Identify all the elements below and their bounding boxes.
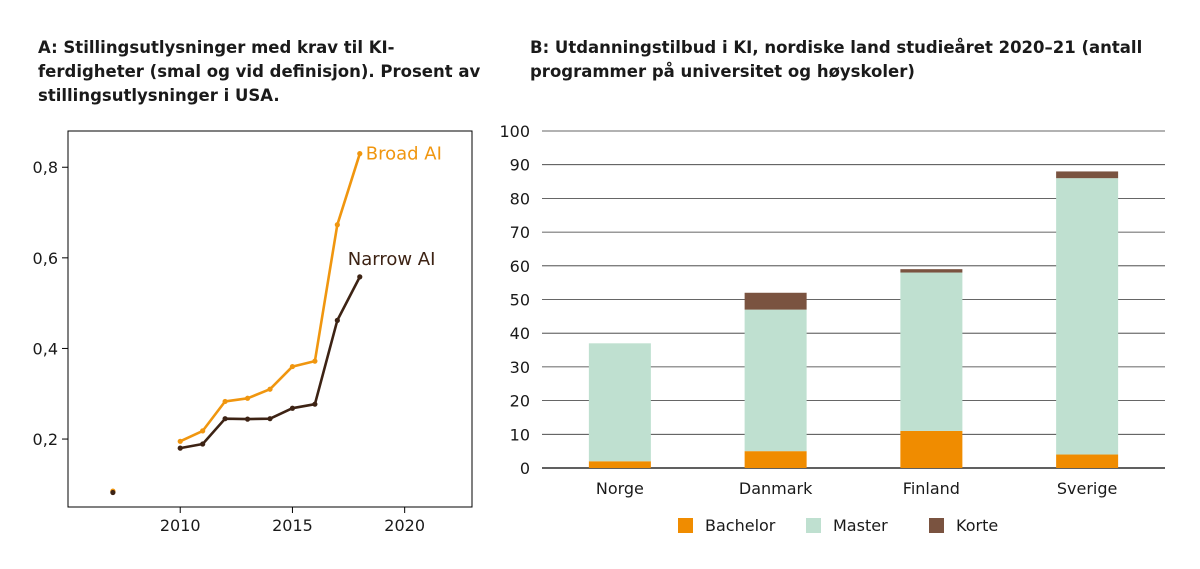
legend-item-master: Master [806,516,888,535]
x-category-label: Danmark [739,479,813,498]
narrow-ai-point [312,401,318,407]
bar-korte-finland [900,269,963,273]
narrow-ai-point [244,416,251,422]
narrow-ai-point [357,274,363,280]
bar-bachelor-norge [588,461,651,468]
y-tick-label: 30 [510,358,530,377]
broad-ai-label: Broad AI [366,144,442,165]
bar-master-finland [900,272,963,431]
bar-bachelor-finland [900,430,963,468]
x-tick-label: 2015 [272,516,313,535]
bar-bachelor-sverige [1056,454,1119,468]
broad-ai-point [200,428,206,434]
y-tick-label: 90 [510,156,530,175]
broad-ai-point [334,222,340,228]
legend-label: Korte [956,516,999,535]
legend-label: Bachelor [705,516,776,535]
legend-swatch [678,518,693,533]
x-category-label: Sverige [1057,479,1118,498]
y-tick-label: 0,4 [33,339,58,358]
bar-master-danmark [744,309,807,452]
y-tick-label: 70 [510,223,530,242]
broad-ai-point [222,398,228,405]
y-tick-label: 50 [510,291,530,310]
y-tick-label: 0,6 [33,249,58,268]
narrow-ai-point [222,416,228,422]
y-tick-label: 40 [510,324,530,343]
chart-b-legend: Bachelor Master Korte [0,516,1200,540]
y-tick-label: 10 [510,425,530,444]
panel-a-title: A: Stillingsutlysninger med krav til KI-… [38,38,481,105]
bar-bachelor-danmark [744,451,807,468]
x-category-label: Norge [596,479,644,498]
chart-a-frame [67,130,473,508]
legend-item-korte: Korte [929,516,998,535]
y-tick-label: 100 [499,122,530,141]
broad-ai-point [177,438,183,444]
y-tick-label: 60 [510,257,530,276]
panel-b-title: B: Utdanningstilbud i KI, nordiske land … [530,38,1143,81]
y-tick-label: 0,2 [33,430,58,449]
bar-korte-sverige [1056,171,1119,179]
x-tick-label: 2010 [160,516,201,535]
broad-ai-point [267,386,273,392]
y-tick-label: 20 [510,392,530,411]
broad-ai-point [244,395,251,401]
broad-ai-point [357,151,363,157]
narrow-ai-label: Narrow AI [348,249,436,270]
bar-master-norge [588,343,651,462]
legend-swatch [929,518,944,533]
legend-label: Master [833,516,888,535]
broad-ai-point [289,363,296,370]
narrow-ai-point [289,405,296,411]
narrow-ai-point [110,489,116,496]
legend-item-bachelor: Bachelor [678,516,775,535]
legend-swatch [806,518,821,533]
y-tick-label: 80 [510,189,530,208]
narrow-ai-point [267,416,273,422]
bar-korte-danmark [744,292,807,310]
narrow-ai-point [200,441,206,447]
y-tick-label: 0 [520,459,530,478]
bar-master-sverige [1056,178,1119,455]
x-category-label: Finland [903,479,960,498]
narrow-ai-point [177,445,183,451]
x-tick-label: 2020 [384,516,425,535]
y-tick-label: 0,8 [33,158,58,177]
broad-ai-point [312,358,318,364]
narrow-ai-point [334,317,340,323]
